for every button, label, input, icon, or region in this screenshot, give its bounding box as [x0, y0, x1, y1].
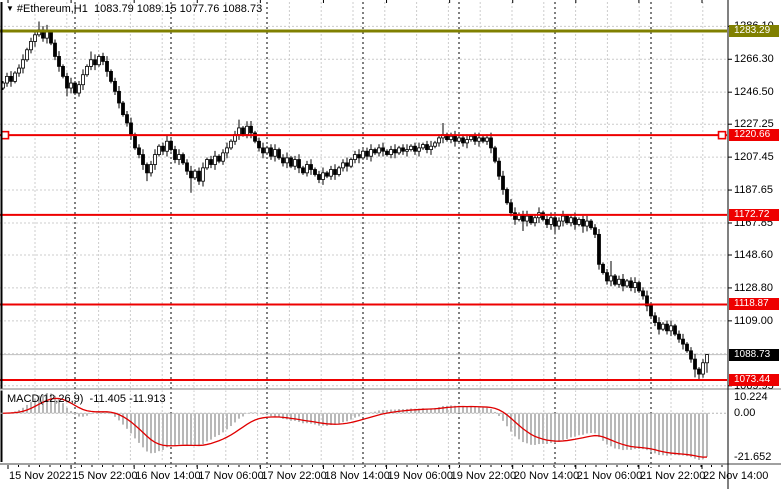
- macd-axis-label: -21.652: [734, 451, 772, 463]
- macd-signal-line: [2, 397, 708, 458]
- price-axis-label: 1109.00: [734, 314, 773, 327]
- time-axis-label: 18 Nov 14:00: [324, 470, 390, 482]
- price-axis-label: 1207.45: [734, 151, 774, 164]
- chart-dropdown-icon[interactable]: ▼: [6, 4, 14, 13]
- time-axis-label: 22 Nov 14:00: [702, 470, 769, 482]
- time-axis-label: 15 Nov 2022: [9, 470, 72, 482]
- time-axis-label: 21 Nov 06:00: [576, 470, 643, 482]
- indicator-label: MACD(12,26,9) -11.405 -11.913: [7, 393, 166, 405]
- line-handle[interactable]: [0, 130, 10, 140]
- time-axis-label: 20 Nov 14:00: [513, 470, 580, 482]
- price-axis-label: 1246.50: [734, 86, 774, 99]
- line-handle[interactable]: [717, 130, 727, 140]
- price-level-badge: 1172.72: [729, 208, 779, 221]
- price-axis-label: 1187.65: [734, 184, 773, 197]
- price-level-badge: 1220.66: [729, 129, 779, 142]
- symbol-title: ▼ #Ethereum,H1 1083.79 1089.15 1077.76 10…: [6, 3, 262, 15]
- macd-histogram: [6, 393, 708, 460]
- indicator-name: MACD(12,26,9): [7, 393, 84, 405]
- ohlc-values: 1083.79 1089.15 1077.76 1088.73: [93, 3, 263, 15]
- time-axis-label: 19 Nov 06:00: [387, 470, 453, 482]
- macd-axis-label: 0.00: [734, 407, 756, 420]
- price-level-badge: 1073.44: [729, 373, 779, 386]
- symbol-period-label: #Ethereum,H1: [16, 3, 88, 15]
- time-axis-label: 17 Nov 06:00: [198, 470, 264, 482]
- price-axis-label: 1128.80: [734, 281, 773, 294]
- time-axis-label: 17 Nov 22:00: [261, 470, 327, 482]
- price-axis-label: 1148.60: [734, 248, 773, 261]
- candles: [1, 21, 709, 380]
- price-level-badge: 1118.87: [729, 298, 779, 311]
- price-level-badge: 1283.29: [729, 25, 779, 37]
- indicator-values: -11.405 -11.913: [89, 393, 166, 405]
- time-axis-label: 19 Nov 22:00: [450, 470, 517, 482]
- time-axis-label: 21 Nov 22:00: [639, 470, 706, 482]
- time-axis-label: 15 Nov 22:00: [72, 470, 138, 482]
- price-axis-label: 1266.30: [734, 53, 774, 66]
- macd-axis-label: 10.224: [734, 391, 768, 403]
- current-price-badge: 1088.73: [729, 348, 779, 361]
- time-axis-label: 16 Nov 14:00: [135, 470, 201, 482]
- price-axis-label: 1227.25: [734, 118, 774, 131]
